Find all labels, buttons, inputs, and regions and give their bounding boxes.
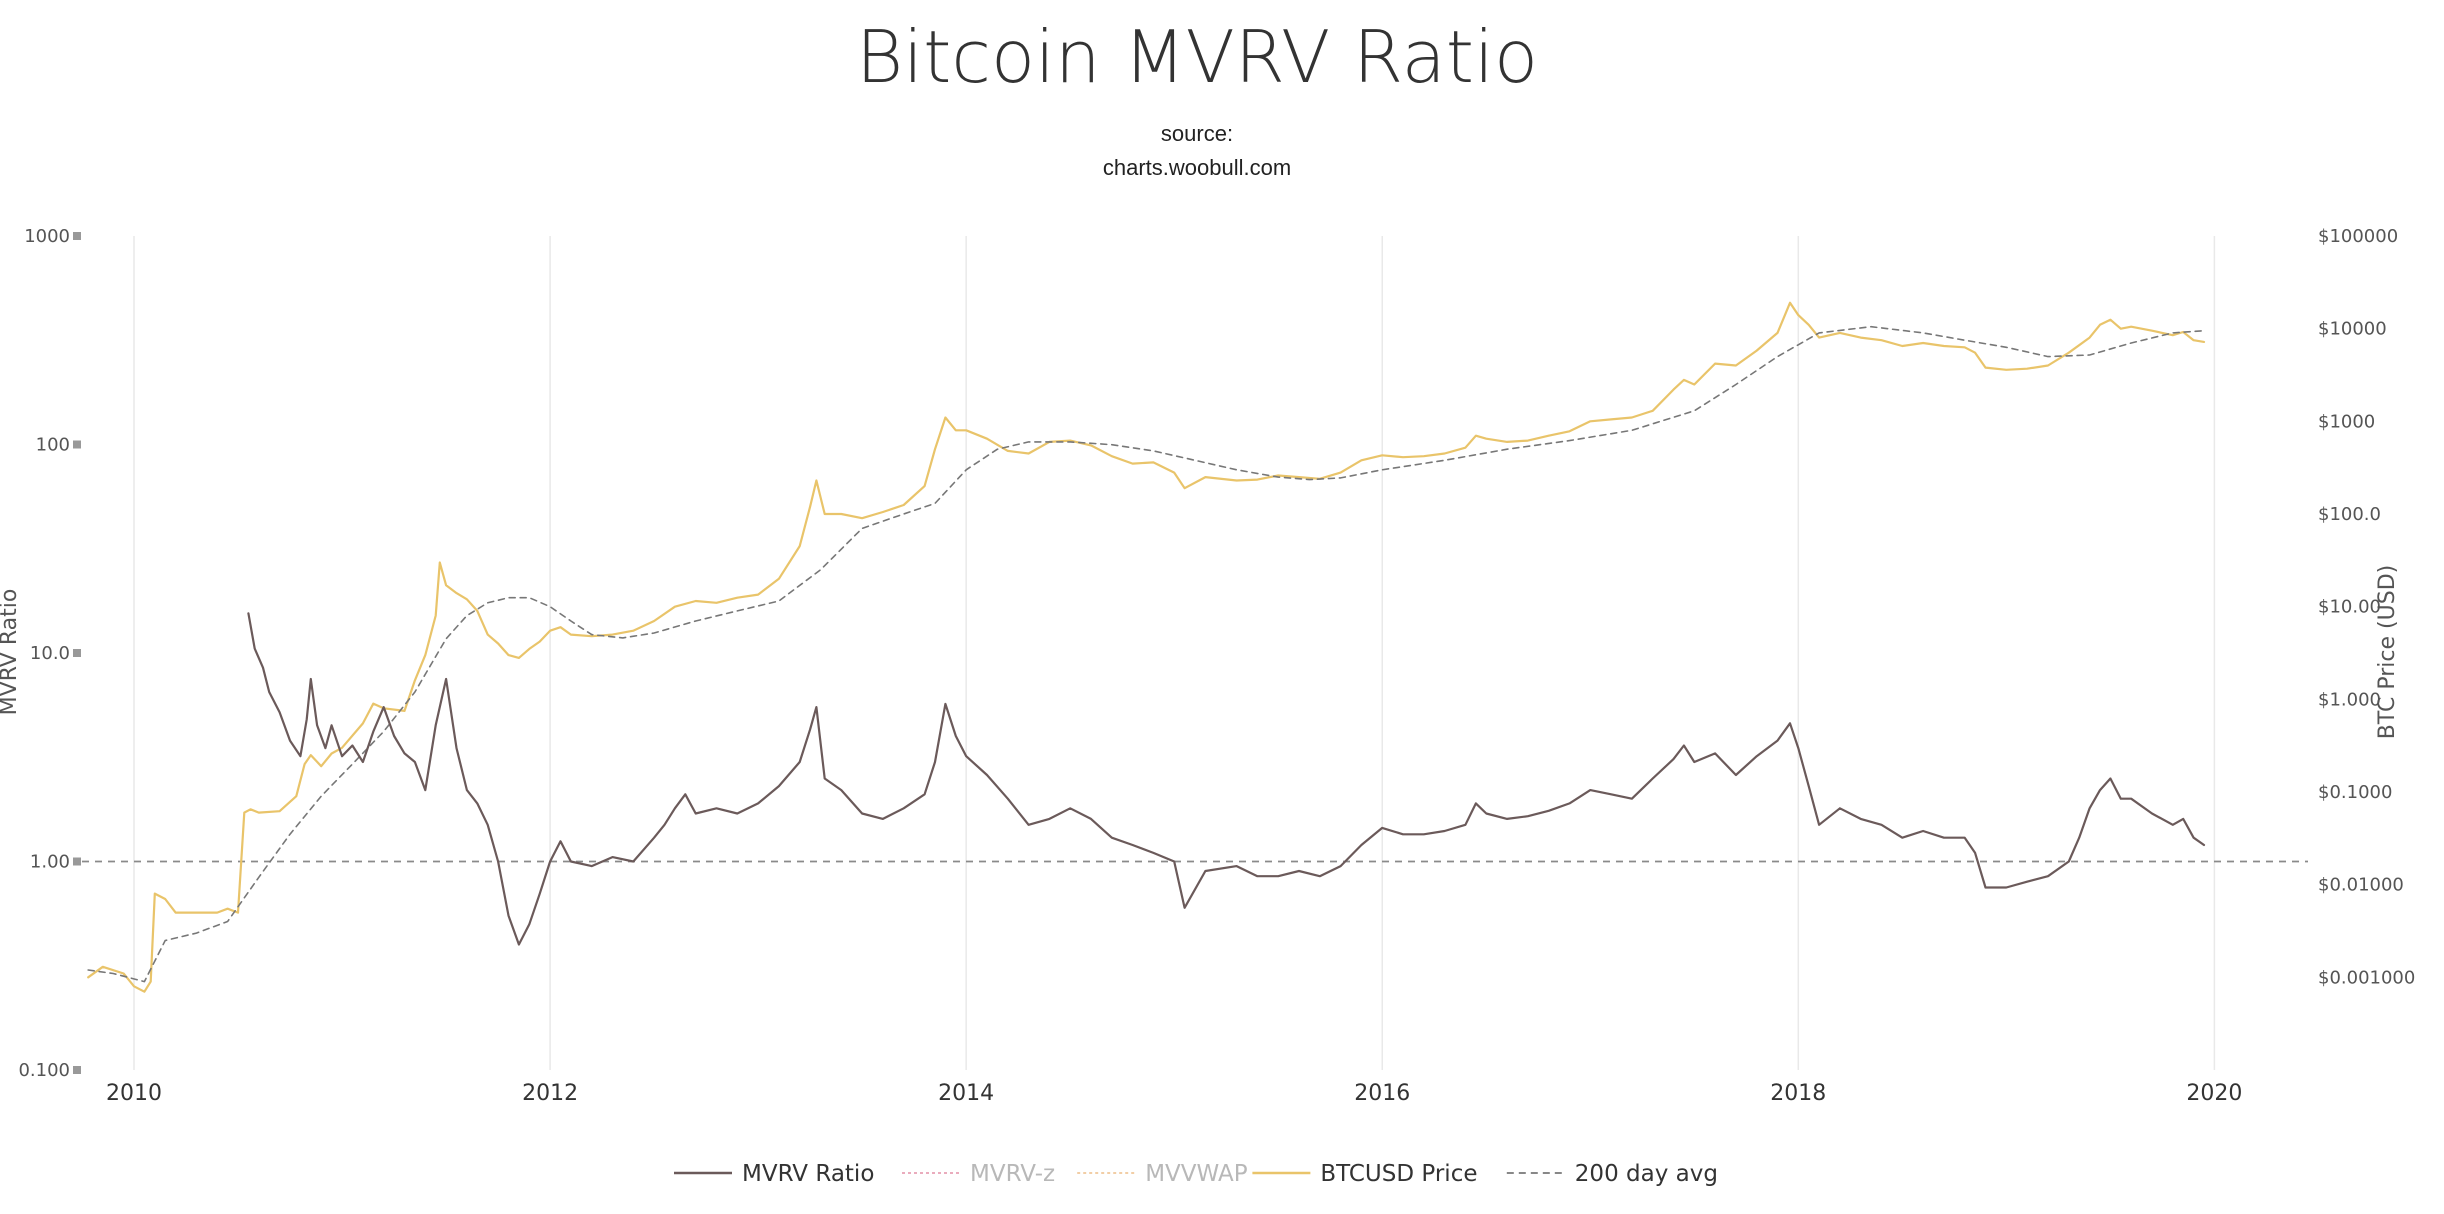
chart-subtitle-line-2: charts.woobull.com: [1103, 155, 1291, 180]
legend: MVRV Ratio MVRV-z MVVWAP BTCUSD Price 200 da…: [674, 1161, 1718, 1187]
x-gridlines: [133, 236, 2216, 1070]
right-tick-label-100-0: $100.0: [2318, 504, 2381, 525]
legend-label-btcusd-price: BTCUSD Price: [1320, 1161, 1477, 1187]
legend-item-mvvwap[interactable]: MVVWAP: [1077, 1161, 1248, 1187]
right-tick-label-0-01000: $0.01000: [2318, 875, 2404, 896]
right-tick-label-1-000: $1.000: [2318, 689, 2381, 710]
right-tick-label-0-1000: $0.1000: [2318, 782, 2392, 803]
left-tick-mark-10-0: [73, 649, 81, 657]
legend-label-mvrv-z: MVRV-z: [970, 1161, 1055, 1187]
right-tick-label-10-00: $10.00: [2318, 597, 2381, 618]
right-tick-label-1000: $1000: [2318, 411, 2375, 432]
right-tick-label-10000: $10000: [2318, 319, 2387, 340]
left-tick-label-1-00: 1.00: [30, 852, 70, 873]
x-tick-label-2018: 2018: [1770, 1081, 1826, 1106]
left-tick-mark-1-00: [73, 857, 81, 866]
chart-subtitle-line-1: source:: [1161, 121, 1233, 146]
left-axis-title: MVRV Ratio: [0, 589, 22, 716]
legend-item-200-day-avg[interactable]: 200 day avg: [1506, 1161, 1718, 1187]
legend-item-btcusd-price[interactable]: BTCUSD Price: [1252, 1161, 1478, 1187]
left-tick-label-100: 100: [36, 435, 70, 456]
left-tick-label-1000: 1000: [24, 226, 70, 247]
left-tick-mark-0-100: [73, 1066, 81, 1074]
series-lines: [87, 301, 2206, 993]
left-tick-label-10-0: 10.0: [30, 643, 70, 664]
legend-item-mvrv-z[interactable]: MVRV-z: [902, 1161, 1055, 1187]
right-y-axis: $100000 $10000 $1000 $100.0 $10.00 $1.000 $0.1…: [2318, 226, 2415, 988]
legend-label-200-day-avg: 200 day avg: [1575, 1161, 1718, 1187]
x-tick-label-2012: 2012: [522, 1081, 578, 1106]
x-axis: 2010 2012 2014 2016 2018 2020: [106, 1081, 2242, 1106]
x-tick-label-2020: 2020: [2186, 1081, 2242, 1106]
x-tick-label-2016: 2016: [1354, 1081, 1410, 1106]
chart-title: Bitcoin MVRV Ratio: [856, 15, 1538, 99]
legend-item-mvrv-ratio[interactable]: MVRV Ratio: [674, 1161, 874, 1187]
right-axis-title: BTC Price (USD): [2375, 565, 2400, 739]
series-line-btcusd-price: [87, 301, 2206, 993]
left-y-axis: 1000 100 10.0 1.00 0.100: [18, 226, 81, 1081]
left-tick-label-0-100: 0.100: [18, 1060, 70, 1081]
left-tick-mark-1000: [73, 232, 81, 240]
legend-label-mvrv-ratio: MVRV Ratio: [742, 1161, 874, 1187]
x-tick-label-2014: 2014: [938, 1081, 994, 1106]
legend-label-mvvwap: MVVWAP: [1145, 1161, 1248, 1187]
x-tick-label-2010: 2010: [106, 1081, 162, 1106]
left-tick-mark-100: [73, 440, 81, 449]
series-line-200-day-avg: [87, 325, 2205, 983]
series-line-mvrv-ratio: [247, 612, 2206, 946]
right-tick-label-0-001000: $0.001000: [2318, 967, 2415, 988]
right-tick-label-100000: $100000: [2318, 226, 2398, 247]
